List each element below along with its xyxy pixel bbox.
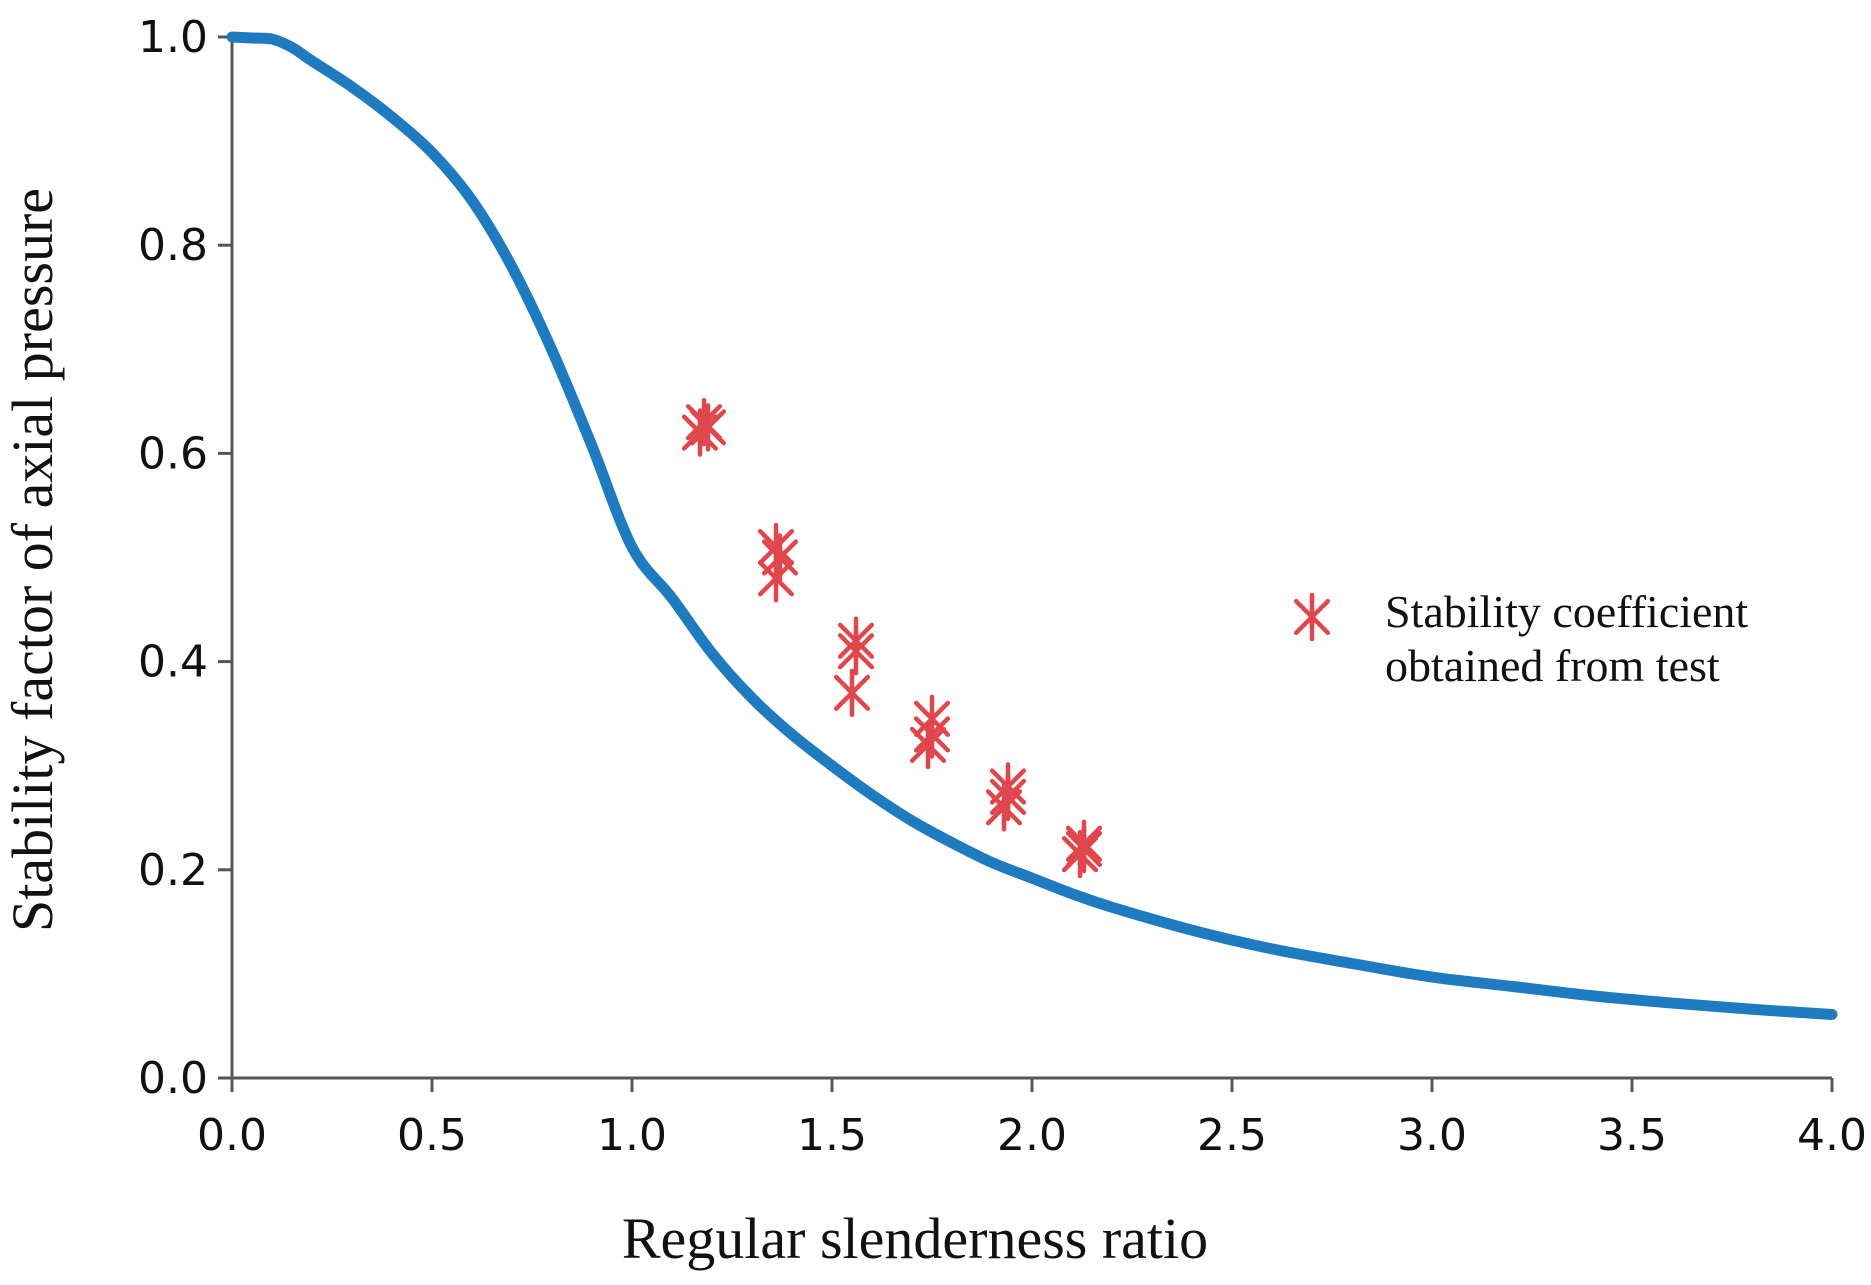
test-point-marker [1065, 819, 1103, 869]
y-axis-ticks: 0.0 0.2 0.4 0.6 0.8 1.0 [138, 12, 232, 1104]
test-point-marker [757, 522, 795, 572]
test-point-marker [913, 694, 951, 744]
x-tick-label: 3.5 [1597, 1110, 1667, 1161]
test-point-marker [689, 403, 727, 452]
test-point-marker [989, 772, 1027, 822]
x-tick-label: 4.0 [1797, 1110, 1867, 1161]
legend-marker-asterisk [1293, 592, 1331, 642]
y-axis-title: Stability factor of axial pressure [0, 188, 65, 932]
y-tick-label: 0.6 [138, 428, 208, 479]
x-tick-label: 1.0 [597, 1110, 667, 1161]
x-axis-title: Regular slenderness ratio [622, 1206, 1208, 1271]
test-point-marker [833, 668, 871, 718]
x-tick-label: 2.0 [997, 1110, 1067, 1161]
curve-layer [226, 31, 1838, 1020]
y-tick-label: 1.0 [138, 12, 208, 63]
x-tick-label: 1.5 [797, 1110, 867, 1161]
x-tick-label: 0.0 [197, 1110, 267, 1161]
y-tick-label: 0.4 [138, 637, 208, 688]
legend: Stability coefficient obtained from test [1293, 586, 1748, 691]
x-tick-label: 0.5 [397, 1110, 467, 1161]
y-tick-label: 0.2 [138, 845, 208, 896]
legend-label-line2: obtained from test [1385, 640, 1720, 691]
y-tick-label: 0.8 [138, 220, 208, 271]
stability-curve [226, 31, 1838, 1020]
test-point-marker [837, 626, 875, 676]
y-tick-label: 0.0 [138, 1053, 208, 1104]
legend-label-line1: Stability coefficient [1385, 586, 1748, 637]
legend-asterisk [1293, 592, 1331, 642]
x-tick-label: 2.5 [1197, 1110, 1267, 1161]
marker-layer [681, 397, 1103, 879]
x-tick-label: 3.0 [1397, 1110, 1467, 1161]
x-axis-ticks: 0.0 0.5 1.0 1.5 2.0 2.5 3.0 3.5 4.0 [197, 1078, 1867, 1161]
